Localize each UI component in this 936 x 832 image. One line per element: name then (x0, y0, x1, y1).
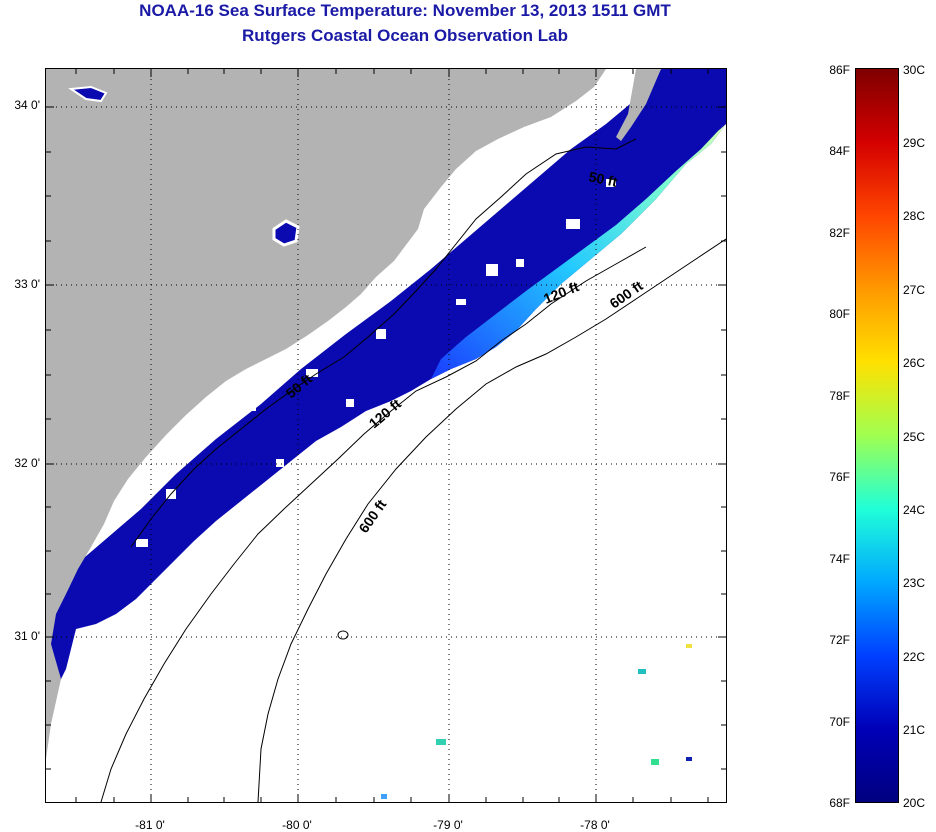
lat-label: 34 0' (14, 98, 40, 112)
map-title: NOAA-16 Sea Surface Temperature: Novembe… (139, 1, 671, 20)
contour-120ft (100, 246, 647, 802)
lon-label: -79 0' (433, 818, 463, 832)
sst-map-canvas: 50 ft 120 ft 600 ft 50 ft 120 ft 600 ft (46, 69, 726, 802)
contour-600ft (257, 238, 726, 802)
contour-label: 50 ft (587, 168, 619, 190)
temperature-colorbar (855, 68, 899, 803)
lat-label: 31 0' (14, 629, 40, 643)
colorbar-f-label: 68F (829, 796, 850, 810)
colorbar-c-label: 23C (903, 576, 926, 590)
lat-label: 32 0' (14, 456, 40, 470)
colorbar-c-label: 26C (903, 356, 926, 370)
colorbar-f-label: 72F (829, 633, 850, 647)
colorbar-c-label: 25C (903, 430, 926, 444)
colorbar-c-label: 21C (903, 723, 926, 737)
barrier-island (616, 69, 661, 141)
colorbar-c-label: 22C (903, 650, 926, 664)
colorbar-f-label: 78F (829, 389, 850, 403)
colorbar-c-label: 30C (903, 63, 926, 77)
lon-label: -81 0' (135, 818, 165, 832)
colorbar-f-label: 86F (829, 63, 850, 77)
land-mass (46, 69, 606, 759)
colorbar-f-label: 70F (829, 715, 850, 729)
offshore-speckles (381, 644, 692, 799)
lon-label: -78 0' (580, 818, 610, 832)
colorbar-c-label: 28C (903, 209, 926, 223)
inland-lake (272, 219, 300, 247)
warm-water-band (431, 124, 726, 379)
colorbar-f-label: 76F (829, 470, 850, 484)
colorbar-c-label: 29C (903, 136, 926, 150)
lat-label: 33 0' (14, 277, 40, 291)
nearshore-sst-region (46, 69, 726, 709)
colorbar-f-label: 84F (829, 144, 850, 158)
contour-50ft (130, 138, 637, 548)
colorbar-f-label: 80F (829, 307, 850, 321)
contour-label: 600 ft (607, 277, 646, 311)
axis-ticks (46, 69, 726, 802)
colorbar-c-label: 20C (903, 796, 926, 810)
colorbar-f-label: 82F (829, 226, 850, 240)
sst-map[interactable]: 50 ft 120 ft 600 ft 50 ft 120 ft 600 ft (45, 68, 727, 803)
inland-lake (68, 85, 108, 103)
map-subtitle: Rutgers Coastal Ocean Observation Lab (242, 26, 568, 45)
colorbar-f-label: 74F (829, 552, 850, 566)
colorbar-c-label: 27C (903, 283, 926, 297)
lon-label: -80 0' (282, 818, 312, 832)
graticule (46, 69, 726, 802)
colorbar-c-label: 24C (903, 503, 926, 517)
